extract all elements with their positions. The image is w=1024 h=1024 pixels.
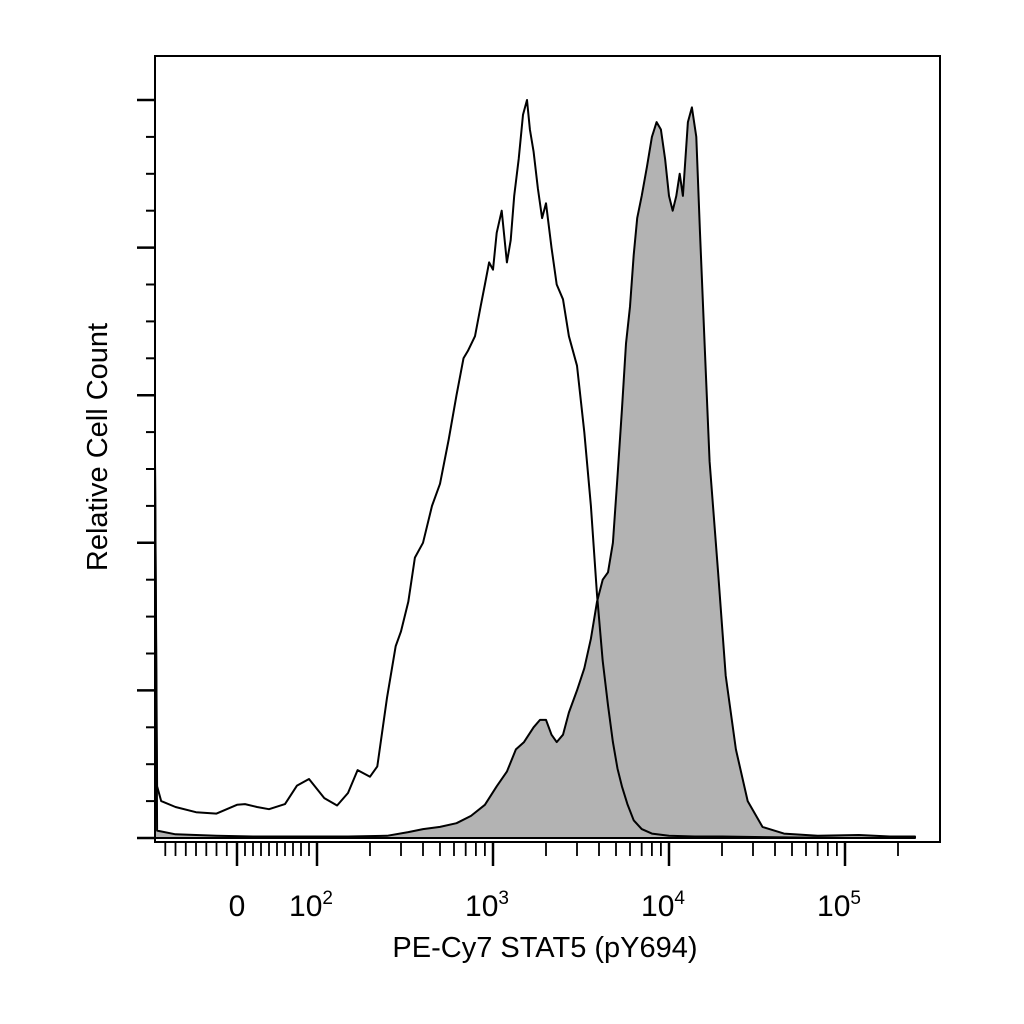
x-axis-tick-label: 0 [229, 890, 246, 923]
x-axis-tick-label: 103 [465, 888, 509, 923]
plot-frame [154, 55, 941, 843]
histogram-filled-series [154, 106, 916, 839]
x-axis-title: PE-Cy7 STAT5 (pY694) [392, 932, 697, 964]
y-axis-title: Relative Cell Count [82, 323, 114, 571]
axis-layer: 0 102 103 104 105 [137, 55, 941, 923]
x-axis-tick-label: 104 [641, 888, 685, 923]
x-axis-tick-label: 102 [289, 888, 333, 923]
histogram-open-series [154, 99, 915, 839]
x-axis-tick-label: 105 [817, 888, 861, 923]
series-layer [154, 99, 916, 839]
